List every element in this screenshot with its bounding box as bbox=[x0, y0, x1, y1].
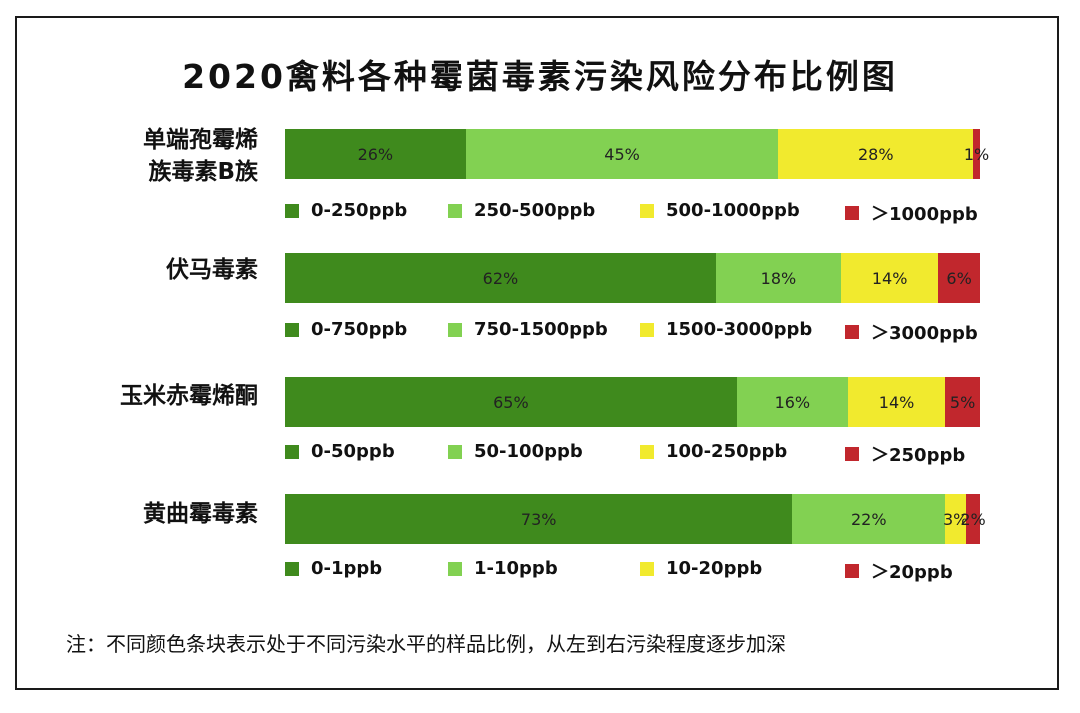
legend-swatch bbox=[845, 564, 859, 578]
segment-value-label: 2% bbox=[960, 509, 986, 529]
stacked-bar: 73% 22% 3% 2% bbox=[285, 494, 986, 544]
legend-item: ＞3000ppb bbox=[845, 319, 978, 345]
legend-item: 1500-3000ppb bbox=[640, 319, 812, 340]
legend-item: 500-1000ppb bbox=[640, 200, 800, 221]
bar-segment: 6% bbox=[938, 253, 980, 303]
legend-swatch bbox=[285, 203, 299, 218]
segment-value-label: 1% bbox=[963, 144, 990, 164]
legend-swatch bbox=[845, 206, 859, 220]
bar-segment: 14% bbox=[840, 253, 939, 303]
legend-swatch bbox=[640, 203, 654, 218]
legend-label: 750-1500ppb bbox=[474, 319, 608, 340]
bar-segment: 26% bbox=[285, 129, 466, 179]
legend-item: ＞20ppb bbox=[845, 558, 953, 584]
legend-label: 1500-3000ppb bbox=[666, 319, 813, 340]
legend-label: ＞3000ppb bbox=[871, 323, 978, 344]
bar-segment: 62% bbox=[285, 253, 716, 303]
row-label: 玉米赤霉烯酮 bbox=[120, 383, 258, 409]
legend-label: 50-100ppb bbox=[474, 441, 583, 462]
legend-swatch bbox=[448, 203, 462, 218]
legend-item: 0-50ppb bbox=[285, 441, 395, 462]
row-label: 伏马毒素 bbox=[166, 257, 258, 283]
segment-value-label: 18% bbox=[760, 268, 797, 288]
row-label: 族毒素B族 bbox=[148, 159, 258, 185]
segment-value-label: 6% bbox=[946, 268, 972, 288]
legend-swatch bbox=[448, 561, 462, 576]
segment-value-label: 26% bbox=[357, 144, 394, 164]
bar-segment: 3% bbox=[942, 494, 969, 544]
bar-segment: 73% bbox=[285, 494, 793, 544]
legend-swatch bbox=[640, 322, 654, 337]
legend-label: ＞1000ppb bbox=[871, 204, 978, 225]
legend-label: 1-10ppb bbox=[474, 558, 558, 579]
legend-swatch bbox=[285, 322, 299, 337]
legend-label: 10-20ppb bbox=[666, 558, 763, 579]
bar-segment: 5% bbox=[945, 377, 980, 427]
segment-value-label: 62% bbox=[482, 268, 519, 288]
bar-segment: 28% bbox=[778, 129, 974, 179]
legend-item: 0-1ppb bbox=[285, 558, 382, 579]
legend-swatch bbox=[448, 444, 462, 459]
stacked-bar: 65% 16% 14% 5% bbox=[285, 377, 980, 427]
bar-segment: 18% bbox=[715, 253, 841, 303]
legend-item: ＞250ppb bbox=[845, 441, 965, 467]
legend-item: 100-250ppb bbox=[640, 441, 787, 462]
segment-value-label: 45% bbox=[604, 144, 640, 164]
legend-label: 0-750ppb bbox=[311, 319, 408, 340]
legend-swatch bbox=[285, 561, 299, 576]
bar-segment: 2% bbox=[960, 494, 986, 544]
segment-value-label: 3% bbox=[942, 509, 969, 529]
legend-item: 0-250ppb bbox=[285, 200, 407, 221]
segment-value-label: 73% bbox=[520, 509, 557, 529]
legend-label: 0-1ppb bbox=[311, 558, 383, 579]
bar-segment: 65% bbox=[285, 377, 737, 427]
stacked-bar: 26% 45% 28% 1% bbox=[285, 129, 989, 179]
bar-segment: 1% bbox=[964, 129, 989, 179]
segment-value-label: 65% bbox=[493, 392, 529, 412]
segment-value-label: 14% bbox=[878, 392, 915, 412]
bar-segment: 45% bbox=[465, 129, 779, 179]
legend-label: 500-1000ppb bbox=[666, 200, 800, 221]
legend-item: 10-20ppb bbox=[640, 558, 762, 579]
legend-item: 1-10ppb bbox=[448, 558, 558, 579]
legend-item: 0-750ppb bbox=[285, 319, 407, 340]
bar-segment: 16% bbox=[736, 377, 848, 427]
segment-value-label: 28% bbox=[857, 144, 894, 164]
legend-swatch bbox=[640, 444, 654, 459]
legend-item: 750-1500ppb bbox=[448, 319, 608, 340]
legend-item: ＞1000ppb bbox=[845, 200, 978, 226]
legend-swatch bbox=[285, 444, 299, 459]
legend-label: 100-250ppb bbox=[666, 441, 788, 462]
chart-note: 注：不同颜色条块表示处于不同污染水平的样品比例，从左到右污染程度逐步加深 bbox=[66, 632, 786, 656]
legend-label: 0-250ppb bbox=[311, 200, 408, 221]
stacked-bar: 62% 18% 14% 6% bbox=[285, 253, 980, 303]
chart-title: 2020禽料各种霉菌毒素污染风险分布比例图 bbox=[182, 57, 898, 96]
segment-value-label: 5% bbox=[949, 392, 976, 412]
legend-label: ＞250ppb bbox=[871, 445, 966, 466]
segment-value-label: 22% bbox=[851, 509, 887, 529]
legend-label: ＞20ppb bbox=[871, 562, 953, 583]
legend-item: 50-100ppb bbox=[448, 441, 583, 462]
legend-swatch bbox=[640, 561, 654, 576]
row-label: 黄曲霉毒素 bbox=[143, 501, 258, 527]
bar-segment: 14% bbox=[847, 377, 946, 427]
legend-item: 250-500ppb bbox=[448, 200, 595, 221]
legend-swatch bbox=[845, 325, 859, 339]
legend-swatch bbox=[448, 322, 462, 337]
legend-label: 0-50ppb bbox=[311, 441, 395, 462]
row-label: 单端孢霉烯 bbox=[143, 127, 258, 153]
bar-segment: 22% bbox=[792, 494, 946, 544]
legend-swatch bbox=[845, 447, 859, 461]
segment-value-label: 16% bbox=[774, 392, 811, 412]
chart-frame bbox=[15, 16, 1059, 690]
legend-label: 250-500ppb bbox=[474, 200, 596, 221]
segment-value-label: 14% bbox=[871, 268, 908, 288]
